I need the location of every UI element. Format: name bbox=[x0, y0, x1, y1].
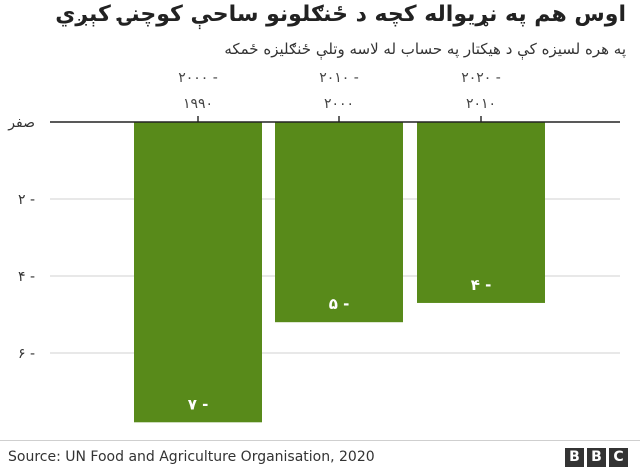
bbc-logo-letter: B bbox=[565, 448, 584, 467]
footer: Source: UN Food and Agriculture Organisa… bbox=[0, 440, 640, 470]
bar-data-label: ۵ - bbox=[329, 295, 350, 313]
x-tick-label: ۲۰۲۰ - bbox=[461, 70, 501, 86]
chart-title: اوس هم په نړیواله کچه د ځنګلونو ساحې کوچ… bbox=[55, 2, 626, 27]
y-tick-label: صفر bbox=[7, 115, 35, 131]
x-tick-label: ۲۰۱۰ - bbox=[319, 70, 359, 86]
bbc-logo-letter: B bbox=[587, 448, 606, 467]
y-tick-label: ۶ - bbox=[18, 346, 35, 362]
x-tick-label: ۲۰۰۰ bbox=[324, 96, 354, 112]
bar-chart: صفر ۲ - ۴ - ۶ - ۷ - ۵ - ۴ - ۲۰۰۰ - ۱۹۹۰ ۲۰۱۰ - ۲۰۰… bbox=[7, 70, 620, 423]
bar-data-label: ۷ - bbox=[188, 395, 209, 413]
y-tick-label: ۴ - bbox=[18, 269, 35, 285]
x-tick-label: ۱۹۹۰ bbox=[183, 96, 213, 112]
bar-data-label: ۴ - bbox=[471, 276, 492, 294]
x-tick-label: ۲۰۱۰ bbox=[466, 96, 496, 112]
bbc-logo-letter: C bbox=[609, 448, 628, 467]
source-note: Source: UN Food and Agriculture Organisa… bbox=[8, 449, 375, 465]
bar bbox=[275, 122, 403, 323]
bbc-logo: B B C bbox=[565, 448, 628, 467]
chart-subtitle: په هره لسیزه کې د هیکتار په حساب له لاسه… bbox=[224, 40, 626, 58]
y-tick-label: ۲ - bbox=[18, 192, 35, 208]
x-tick-label: ۲۰۰۰ - bbox=[178, 70, 218, 86]
bar bbox=[134, 122, 262, 423]
bar bbox=[417, 122, 545, 303]
